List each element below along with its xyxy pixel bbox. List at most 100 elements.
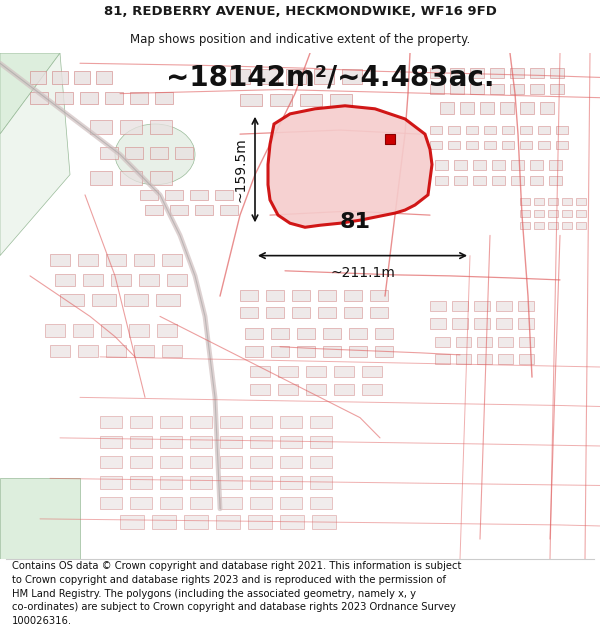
Bar xyxy=(292,308,310,318)
Bar xyxy=(250,497,272,509)
Bar xyxy=(510,84,524,94)
Bar xyxy=(100,476,122,489)
Bar xyxy=(310,476,332,489)
Bar xyxy=(430,84,444,94)
Bar xyxy=(96,71,112,84)
Bar xyxy=(492,161,505,169)
Bar xyxy=(502,141,514,149)
Bar xyxy=(111,274,131,286)
Bar xyxy=(130,497,152,509)
Bar xyxy=(310,497,332,509)
Bar xyxy=(92,294,116,306)
Bar xyxy=(300,94,322,106)
Text: Contains OS data © Crown copyright and database right 2021. This information is : Contains OS data © Crown copyright and d… xyxy=(12,561,461,625)
Bar xyxy=(266,308,284,318)
Bar xyxy=(310,456,332,468)
Bar xyxy=(349,328,367,339)
Bar xyxy=(349,346,367,357)
Bar xyxy=(510,68,524,78)
Bar xyxy=(162,254,182,266)
Bar xyxy=(52,71,68,84)
Bar xyxy=(310,416,332,428)
Bar xyxy=(292,290,310,301)
Bar xyxy=(314,69,334,84)
Bar xyxy=(250,456,272,468)
Bar xyxy=(184,515,208,529)
Bar xyxy=(576,222,586,229)
Bar xyxy=(190,436,212,448)
Bar xyxy=(170,205,188,215)
Bar xyxy=(310,436,332,448)
Bar xyxy=(83,274,103,286)
Bar xyxy=(576,198,586,205)
Polygon shape xyxy=(0,53,70,256)
Bar xyxy=(306,384,326,396)
Bar xyxy=(90,171,112,185)
Bar xyxy=(165,190,183,200)
Bar xyxy=(466,126,478,134)
Bar xyxy=(250,436,272,448)
Bar xyxy=(106,254,126,266)
Bar xyxy=(520,126,532,134)
Bar xyxy=(286,69,306,84)
Bar xyxy=(60,294,84,306)
Bar xyxy=(297,346,315,357)
Bar xyxy=(519,337,534,347)
Bar xyxy=(484,126,496,134)
Bar xyxy=(297,328,315,339)
Bar xyxy=(519,354,534,364)
Bar xyxy=(134,345,154,357)
Bar xyxy=(538,141,550,149)
Bar xyxy=(511,176,524,185)
Bar xyxy=(511,161,524,169)
Bar xyxy=(278,366,298,377)
Text: ~159.5m: ~159.5m xyxy=(233,137,247,202)
Bar xyxy=(548,198,558,205)
Bar xyxy=(280,497,302,509)
Bar xyxy=(100,416,122,428)
Bar xyxy=(556,126,568,134)
Bar xyxy=(334,366,354,377)
Bar xyxy=(562,222,572,229)
Bar xyxy=(530,176,543,185)
Bar xyxy=(474,318,490,329)
Bar xyxy=(306,366,326,377)
Bar xyxy=(450,84,464,94)
Bar xyxy=(160,416,182,428)
Bar xyxy=(216,515,240,529)
Bar xyxy=(130,476,152,489)
Bar xyxy=(530,84,544,94)
Bar xyxy=(190,456,212,468)
Bar xyxy=(157,324,177,337)
Bar xyxy=(550,84,564,94)
Polygon shape xyxy=(268,106,432,228)
Bar xyxy=(240,290,258,301)
Bar xyxy=(456,337,471,347)
Bar xyxy=(130,416,152,428)
Text: ~211.1m: ~211.1m xyxy=(330,266,395,280)
Bar xyxy=(385,134,395,144)
Bar xyxy=(460,102,474,114)
Bar xyxy=(80,92,98,104)
Bar xyxy=(73,324,93,337)
Bar xyxy=(496,301,512,311)
Bar xyxy=(190,190,208,200)
Bar xyxy=(490,84,504,94)
Bar xyxy=(370,308,388,318)
Bar xyxy=(270,94,292,106)
Bar xyxy=(139,274,159,286)
Bar xyxy=(100,497,122,509)
Bar xyxy=(435,337,450,347)
Bar xyxy=(312,515,336,529)
Bar xyxy=(362,366,382,377)
Bar xyxy=(484,141,496,149)
Bar xyxy=(520,198,530,205)
Bar xyxy=(220,205,238,215)
Bar xyxy=(120,171,142,185)
Bar xyxy=(280,476,302,489)
Bar xyxy=(473,176,486,185)
Bar xyxy=(160,476,182,489)
Bar xyxy=(540,102,554,114)
Bar xyxy=(55,92,73,104)
Bar xyxy=(245,346,263,357)
